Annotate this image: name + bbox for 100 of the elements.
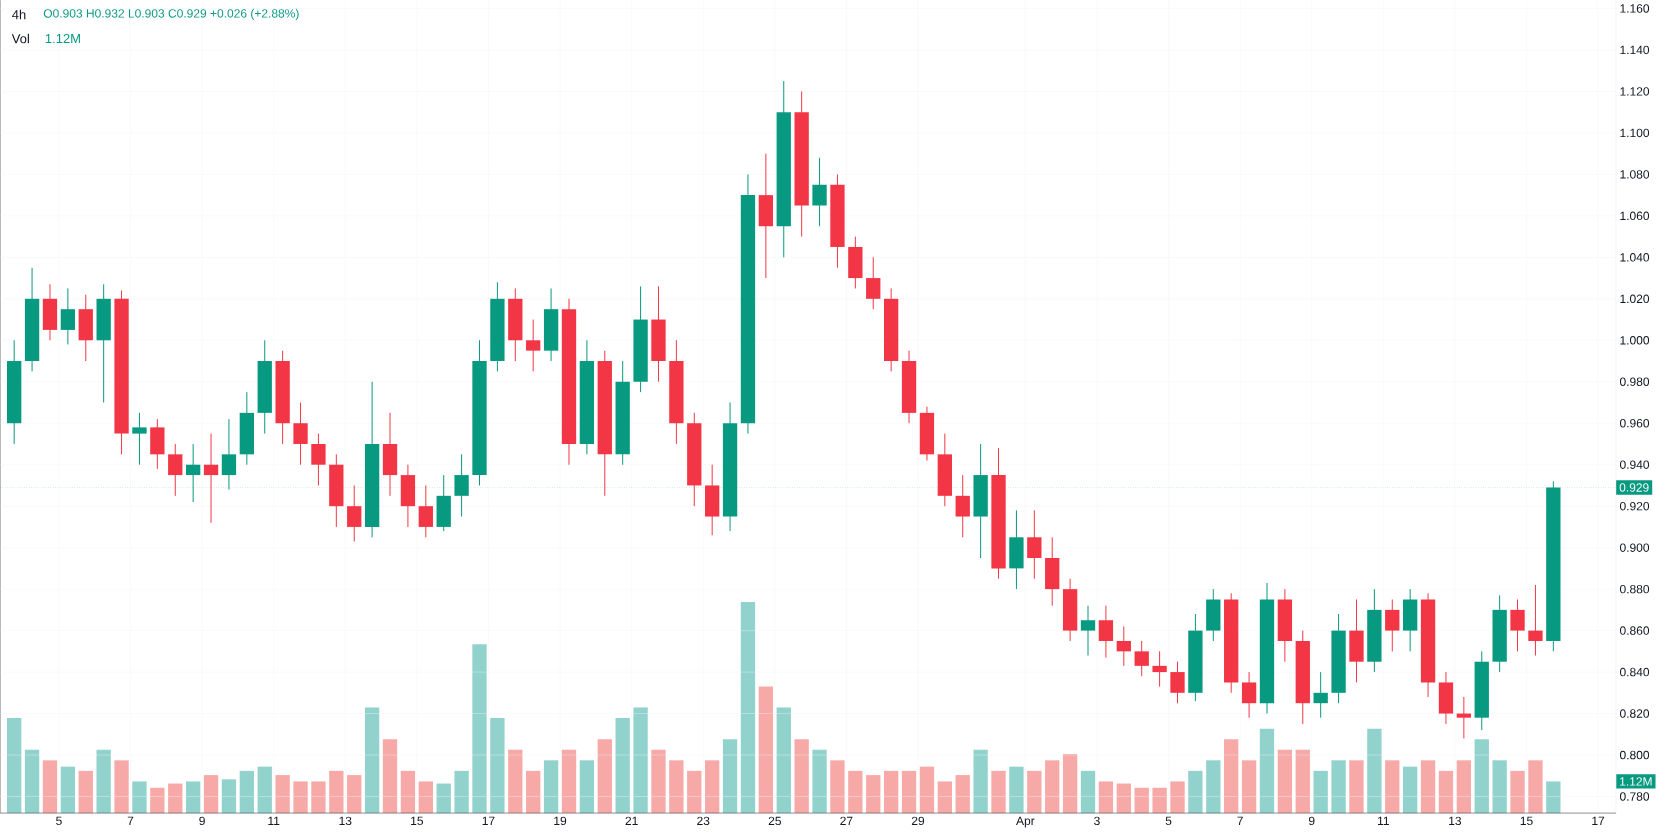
bar bbox=[955, 775, 970, 814]
x-tick-label: 13 bbox=[1449, 816, 1462, 826]
x-tick-label: 23 bbox=[697, 816, 710, 826]
annotation: 1.12M bbox=[45, 33, 80, 43]
bar bbox=[561, 749, 577, 814]
y-tick-label: 0.960 bbox=[1619, 418, 1650, 428]
bar bbox=[1403, 766, 1418, 814]
bar bbox=[347, 775, 362, 814]
bar bbox=[1331, 760, 1346, 814]
x-tick-label: 11 bbox=[1378, 816, 1389, 825]
bar bbox=[579, 760, 595, 814]
bar bbox=[597, 739, 612, 814]
bar bbox=[812, 749, 827, 814]
bar bbox=[1027, 770, 1042, 814]
y-tick-label: 1.000 bbox=[1620, 335, 1650, 345]
x-tick-label: 15 bbox=[1520, 816, 1533, 825]
y-tick-label: 0.880 bbox=[1619, 584, 1650, 594]
bar bbox=[848, 770, 863, 814]
bar bbox=[1510, 770, 1525, 814]
bar bbox=[203, 775, 219, 814]
x-tick-label: 29 bbox=[911, 816, 925, 826]
bar bbox=[883, 770, 899, 814]
bar bbox=[418, 781, 433, 814]
bar bbox=[96, 749, 111, 814]
bar bbox=[1170, 781, 1185, 814]
text: 1.12M bbox=[1620, 777, 1652, 786]
y-tick-label: 1.060 bbox=[1620, 211, 1650, 221]
x-tick-label: 17 bbox=[482, 816, 495, 825]
bar bbox=[973, 749, 988, 814]
candlestick bbox=[866, 256, 881, 310]
y-tick-label: 1.100 bbox=[1620, 128, 1650, 138]
candlestick bbox=[526, 319, 541, 372]
bar bbox=[722, 739, 738, 814]
candlestick bbox=[1170, 661, 1185, 704]
bar bbox=[794, 739, 809, 814]
bar bbox=[132, 781, 147, 814]
bar bbox=[7, 718, 22, 814]
bar bbox=[1349, 760, 1364, 814]
candlestick bbox=[1456, 696, 1472, 739]
bar bbox=[830, 760, 845, 814]
annotation: Vol bbox=[11, 33, 29, 44]
y-tick-label: 1.120 bbox=[1620, 87, 1650, 96]
bar bbox=[937, 781, 952, 814]
bar bbox=[1188, 770, 1203, 814]
bar bbox=[1045, 760, 1060, 814]
x-tick-label: 13 bbox=[339, 816, 352, 826]
bar bbox=[1420, 760, 1436, 814]
bar bbox=[1224, 739, 1239, 814]
bar bbox=[1206, 760, 1221, 814]
x-tick-label: 17 bbox=[1592, 816, 1605, 825]
y-tick-label: 0.940 bbox=[1619, 460, 1650, 469]
candlestick bbox=[1152, 650, 1167, 688]
bar bbox=[1492, 760, 1507, 814]
bar bbox=[364, 707, 380, 814]
bar bbox=[687, 770, 702, 814]
bar bbox=[221, 779, 237, 814]
y-tick-label: 1.040 bbox=[1620, 253, 1650, 262]
bar bbox=[1367, 728, 1382, 814]
bar bbox=[382, 739, 398, 814]
candlestick bbox=[1528, 584, 1543, 656]
bar bbox=[633, 707, 648, 814]
candlestick bbox=[1241, 671, 1257, 719]
x-tick-label: 25 bbox=[768, 816, 781, 826]
x-tick-label: 11 bbox=[268, 816, 280, 825]
bar bbox=[758, 686, 774, 814]
bar bbox=[329, 770, 344, 814]
annotation: O0.903 H0.932 L0.903 C0.929 +0.026 (+2.88%) bbox=[43, 8, 299, 20]
bar bbox=[543, 760, 559, 814]
candlestick bbox=[418, 484, 433, 538]
bar bbox=[311, 781, 326, 814]
candlestick bbox=[1510, 598, 1525, 652]
x-tick-label: 5 bbox=[56, 816, 62, 825]
x-tick-label: 7 bbox=[127, 816, 134, 825]
bar bbox=[1277, 749, 1293, 814]
bar bbox=[776, 707, 791, 814]
candlestick bbox=[60, 287, 76, 345]
bar bbox=[60, 766, 76, 814]
x-tick-label: 9 bbox=[199, 816, 205, 826]
y-tick-label: 0.980 bbox=[1619, 377, 1650, 386]
bar bbox=[740, 601, 756, 814]
bar bbox=[1313, 770, 1328, 814]
x-tick-label: 19 bbox=[554, 816, 567, 826]
bar bbox=[1259, 728, 1275, 814]
candlestick bbox=[1027, 509, 1042, 580]
bar bbox=[919, 766, 935, 814]
bar bbox=[508, 749, 523, 814]
bar bbox=[615, 718, 630, 814]
bar bbox=[1385, 760, 1400, 814]
x-tick-label: 5 bbox=[1165, 816, 1172, 825]
y-tick-label: 0.800 bbox=[1619, 750, 1650, 760]
bar bbox=[150, 787, 165, 814]
bar bbox=[275, 775, 290, 814]
candlestick bbox=[293, 401, 308, 466]
candlestick bbox=[203, 433, 219, 524]
y-tick-label: 0.860 bbox=[1619, 626, 1650, 635]
bar bbox=[1098, 781, 1114, 814]
bar bbox=[866, 775, 881, 814]
ref-line-label: 0.929 bbox=[1619, 483, 1649, 492]
bar bbox=[1528, 760, 1543, 814]
bar bbox=[526, 770, 541, 814]
